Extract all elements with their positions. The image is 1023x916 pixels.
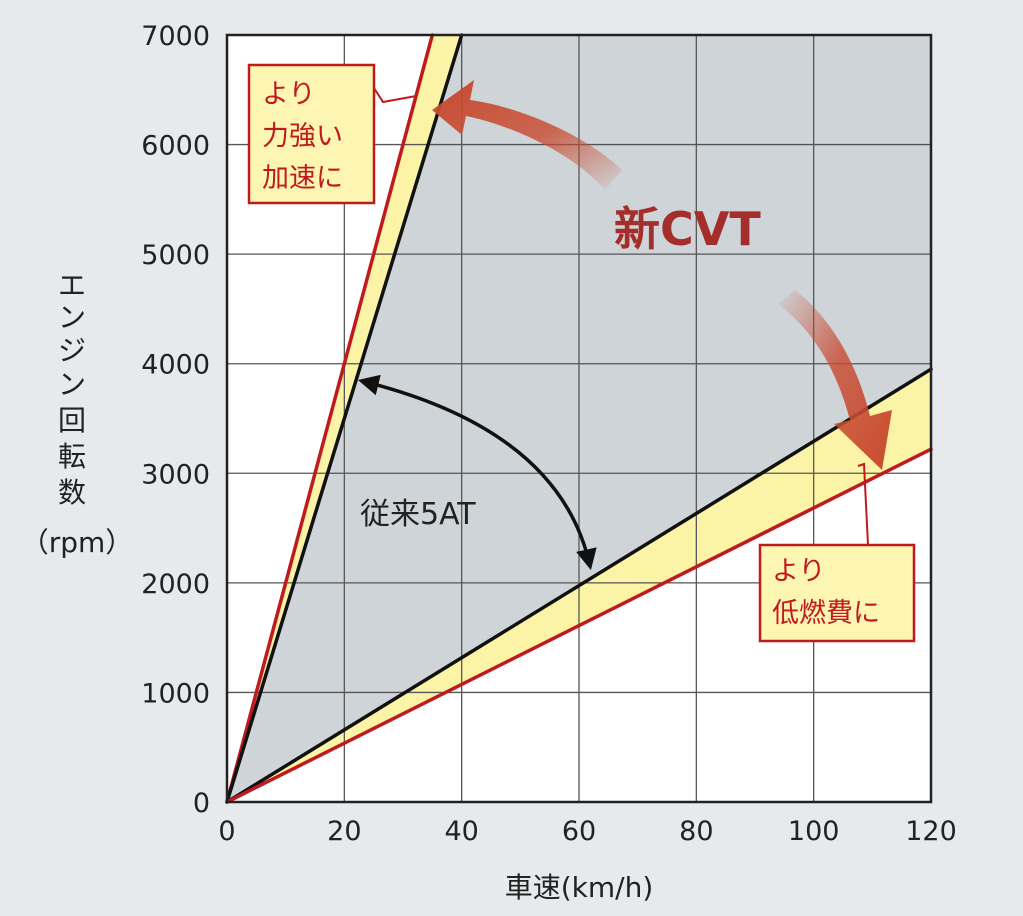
- plot-border: [225, 33, 933, 804]
- svg-text:加速に: 加速に: [262, 163, 343, 194]
- y-axis-title-char: ン: [58, 368, 86, 401]
- svg-text:力強い: 力強い: [262, 121, 343, 152]
- y-tick-label: 4000: [141, 350, 210, 381]
- svg-text:より: より: [772, 556, 825, 587]
- series-5at-low-gear: [225, 33, 464, 804]
- x-tick-labels: 0 20 40 60 80 100 120: [218, 816, 956, 847]
- svg-text:より: より: [262, 79, 315, 110]
- 5at-label: 従来5AT: [360, 497, 476, 532]
- cvt-arrow-down: [778, 290, 892, 470]
- svg-text:低燃費に: 低燃費に: [772, 598, 880, 629]
- x-tick-label: 80: [679, 816, 713, 847]
- x-tick-label: 100: [788, 816, 840, 847]
- y-tick-label: 5000: [141, 240, 210, 271]
- series-cvt-low-bound: [225, 33, 435, 804]
- series-5at-top-gear: [225, 367, 933, 804]
- x-axis-title: 車速(km/h): [505, 871, 654, 904]
- x-tick-label: 40: [444, 816, 478, 847]
- y-axis-title-char: 回: [58, 404, 86, 437]
- x-tick-label: 20: [327, 816, 361, 847]
- y-axis-title-char: 転: [58, 440, 86, 473]
- y-axis-title-char: ジ: [58, 334, 86, 367]
- y-tick-label: 3000: [141, 459, 210, 490]
- y-tick-label: 1000: [141, 678, 210, 709]
- y-axis-title-char: 数: [58, 476, 86, 509]
- x-tick-label: 60: [562, 816, 596, 847]
- x-tick-label: 0: [218, 816, 235, 847]
- x-tick-label: 120: [905, 816, 957, 847]
- series-cvt-high-bound: [225, 447, 933, 804]
- new-cvt-label: 新CVT: [614, 202, 761, 256]
- y-tick-label: 7000: [141, 21, 210, 52]
- y-axis-title-char: ン: [58, 301, 86, 334]
- y-tick-labels: 0 1000 2000 3000 4000 5000 6000 7000: [141, 21, 210, 819]
- fuel-callout: より 低燃費に: [758, 462, 916, 643]
- 5at-range-arrow: [357, 374, 597, 571]
- acceleration-callout: より 力強い 加速に: [247, 63, 417, 205]
- y-tick-label: 6000: [141, 131, 210, 162]
- y-tick-label: 0: [193, 788, 210, 819]
- series-layer: [225, 33, 933, 804]
- y-tick-label: 2000: [141, 569, 210, 600]
- cvt-arrow-up: [432, 80, 622, 190]
- y-axis-title-char: エ: [58, 269, 86, 302]
- y-axis-unit: （rpm）: [21, 526, 134, 559]
